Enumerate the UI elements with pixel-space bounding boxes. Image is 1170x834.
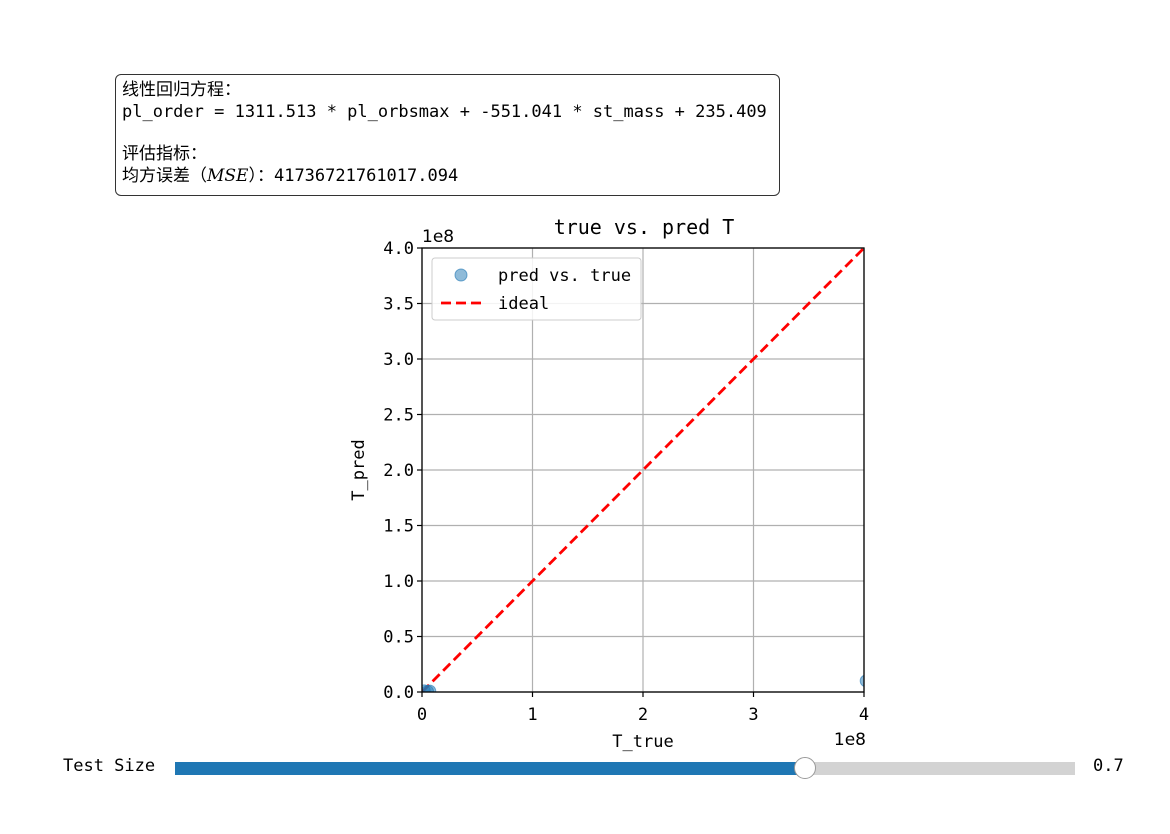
legend-box xyxy=(431,257,642,321)
info-heading: 线性回归方程： xyxy=(122,80,241,100)
test-size-slider[interactable] xyxy=(175,757,1075,779)
y-axis-label: T_pred xyxy=(349,439,369,500)
legend-label-0: pred vs. true xyxy=(498,266,631,286)
regression-info-box: 线性回归方程： pl_order = 1311.513 * pl_orbsmax… xyxy=(115,74,780,196)
y-tick-label-1: 0.5 xyxy=(383,628,414,648)
slider-handle[interactable] xyxy=(794,757,816,779)
slider-fill xyxy=(175,762,805,775)
scatter-point-2 xyxy=(423,684,437,692)
y-tick-label-3: 1.5 xyxy=(383,517,414,537)
legend-label-1: ideal xyxy=(498,294,549,314)
y-tick-label-8: 4.0 xyxy=(383,239,414,259)
x-tick-label-3: 3 xyxy=(748,705,758,725)
legend-marker-0 xyxy=(454,268,468,282)
x-tick-label-2: 2 xyxy=(638,705,648,725)
scatter-point-3 xyxy=(859,674,864,688)
y-tick-label-6: 3.0 xyxy=(383,350,414,370)
mse-line: 均方误差（MSE）：41736721761017.094 xyxy=(122,165,773,187)
slider-value: 0.7 xyxy=(1093,756,1124,776)
regression-equation: pl_order = 1311.513 * pl_orbsmax + -551.… xyxy=(122,102,767,122)
y-offset-label: 1e8 xyxy=(422,227,454,247)
mse-value: ）：41736721761017.094 xyxy=(248,166,459,186)
y-tick-label-7: 3.5 xyxy=(383,295,414,315)
x-tick-label-4: 4 xyxy=(859,705,869,725)
y-tick-label-4: 2.0 xyxy=(383,461,414,481)
y-tick-label-5: 2.5 xyxy=(383,406,414,426)
slider-label: Test Size xyxy=(63,756,156,776)
x-offset-label: 1e8 xyxy=(834,730,866,750)
y-tick-label-0: 0.0 xyxy=(383,683,414,703)
chart-title: true vs. pred T xyxy=(554,215,735,239)
x-tick-label-1: 1 xyxy=(527,705,537,725)
mse-math: MSE xyxy=(207,166,249,186)
x-tick-label-0: 0 xyxy=(417,705,427,725)
metrics-heading: 评估指标： xyxy=(122,144,207,164)
mse-prefix: 均方误差（ xyxy=(122,166,207,186)
x-axis-label: T_true xyxy=(612,732,673,752)
y-tick-label-2: 1.0 xyxy=(383,572,414,592)
